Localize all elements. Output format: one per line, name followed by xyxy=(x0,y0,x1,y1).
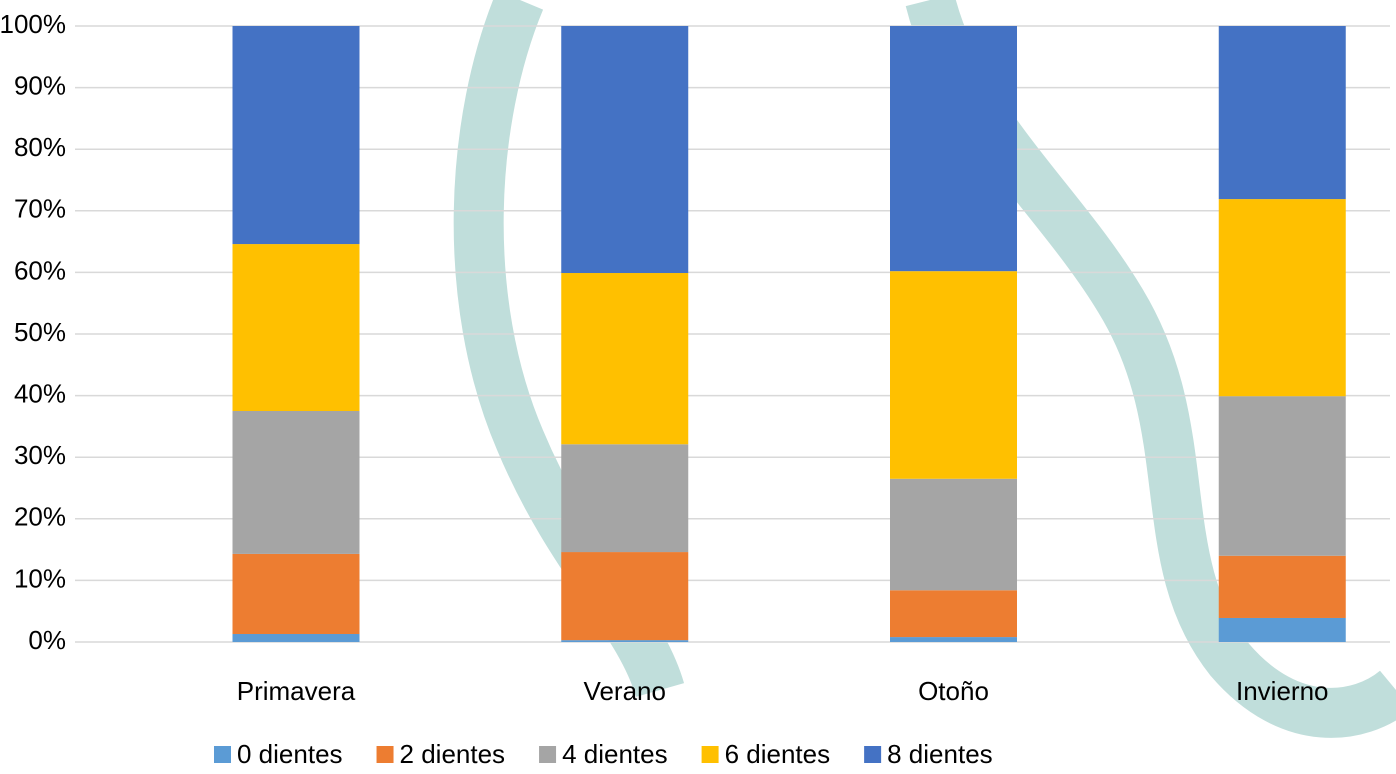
x-tick-label: Primavera xyxy=(237,676,356,706)
bar-segment xyxy=(1218,555,1346,618)
y-tick-label: 50% xyxy=(14,317,66,347)
bars xyxy=(232,26,1346,642)
bar-segment xyxy=(232,411,360,554)
bar-segment xyxy=(890,637,1017,642)
legend-swatch xyxy=(864,746,882,763)
bar-segment xyxy=(1218,617,1346,642)
x-tick-label: Invierno xyxy=(1236,676,1329,706)
y-tick-label: 40% xyxy=(14,378,66,408)
bar-segment xyxy=(561,444,689,553)
bar-segment xyxy=(890,26,1017,272)
y-tick-label: 60% xyxy=(14,255,66,285)
legend-label: 2 dientes xyxy=(400,739,506,769)
bar-segment xyxy=(561,273,689,445)
legend-label: 0 dientes xyxy=(237,739,343,769)
legend-label: 8 dientes xyxy=(887,739,993,769)
bar-segment xyxy=(232,26,360,245)
labels: 0% 10% 20% 30% 40% 50% 60% 70% 80% 90% 100% Primave… xyxy=(0,9,1329,769)
bar-segment xyxy=(561,640,689,642)
x-tick-label: Otoño xyxy=(918,676,989,706)
y-tick-label: 30% xyxy=(14,440,66,470)
y-tick-label: 80% xyxy=(14,132,66,162)
y-tick-label: 90% xyxy=(14,70,66,100)
bar-segment xyxy=(1218,199,1346,397)
x-tick-label: Verano xyxy=(584,676,666,706)
legend-swatch xyxy=(376,746,394,763)
bar-segment xyxy=(561,552,689,641)
bar-segment xyxy=(1218,396,1346,556)
y-tick-label: 20% xyxy=(14,502,66,532)
bar-segment xyxy=(561,26,689,274)
legend-swatch xyxy=(539,746,557,763)
legend-label: 4 dientes xyxy=(562,739,668,769)
legend-label: 6 dientes xyxy=(725,739,831,769)
y-tick-label: 10% xyxy=(14,563,66,593)
y-tick-label: 100% xyxy=(0,9,66,39)
legend-swatch xyxy=(214,746,231,763)
y-tick-label: 70% xyxy=(14,194,66,224)
legend-swatch xyxy=(701,746,719,763)
bar-segment xyxy=(232,633,360,642)
bar-segment xyxy=(890,590,1017,638)
bar-segment xyxy=(1218,26,1346,200)
bar-segment xyxy=(232,244,360,411)
bar-segment xyxy=(890,478,1017,591)
bar-segment xyxy=(890,271,1017,479)
bar-segment xyxy=(232,553,360,634)
y-tick-label: 0% xyxy=(28,625,66,655)
